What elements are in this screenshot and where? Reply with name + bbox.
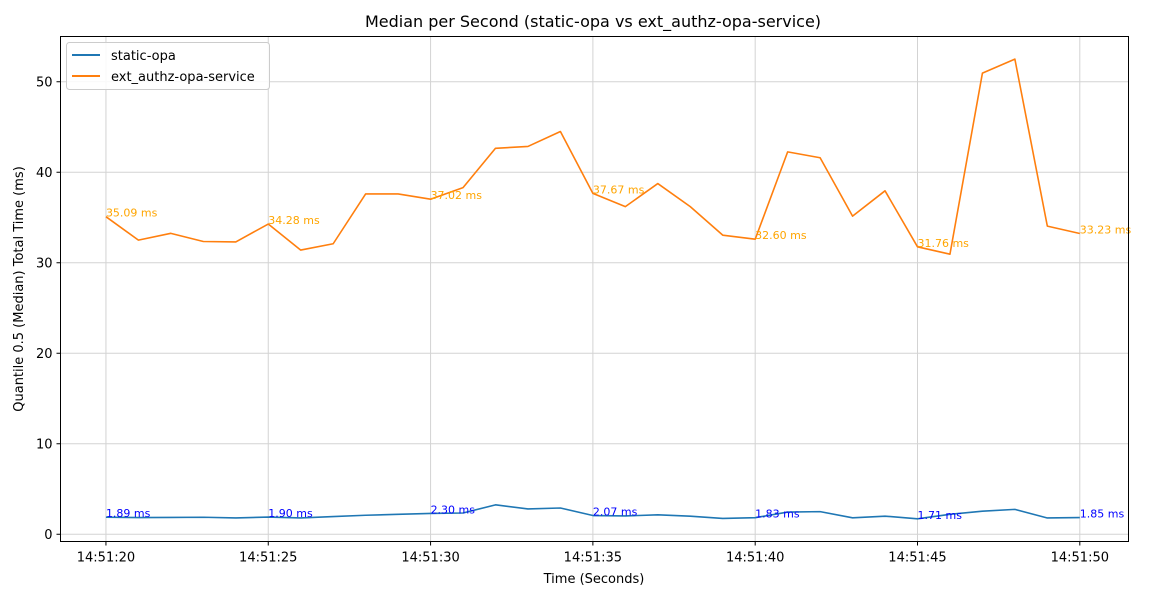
- y-axis-ticks: 0 10 20 30 40 50: [36, 75, 61, 543]
- grid: [60, 36, 1129, 542]
- y-tick-label: 20: [36, 347, 53, 362]
- chart-title: Median per Second (static-opa vs ext_aut…: [365, 12, 821, 32]
- data-label: 1.83 ms: [755, 508, 800, 521]
- y-tick-label: 50: [36, 75, 53, 90]
- x-tick-label: 14:51:20: [77, 551, 135, 566]
- data-label: 35.09 ms: [106, 207, 158, 220]
- plot-series: [105, 58, 1080, 520]
- data-annotations: 1.89 ms 1.90 ms 2.30 ms 2.07 ms 1.83 ms 1.71 …: [106, 183, 1132, 521]
- y-axis-label: Quantile 0.5 (Median) Total Time (ms): [12, 166, 27, 412]
- legend: static-opa ext_authz-opa-service: [66, 42, 270, 90]
- data-label: 31.76 ms: [917, 237, 969, 250]
- data-label: 2.07 ms: [593, 506, 638, 519]
- x-tick-label: 14:51:30: [401, 551, 459, 566]
- x-tick-label: 14:51:50: [1051, 551, 1109, 566]
- x-tick-label: 14:51:35: [564, 551, 622, 566]
- x-axis-label: Time (Seconds): [543, 572, 645, 587]
- y-tick-label: 40: [36, 166, 53, 181]
- data-label: 34.28 ms: [268, 214, 320, 227]
- series-line-ext-authz-opa-service: [105, 58, 1080, 255]
- legend-label-static-opa: static-opa: [111, 49, 176, 64]
- legend-label-ext-authz-opa-service: ext_authz-opa-service: [111, 70, 255, 85]
- x-axis-ticks: 14:51:20 14:51:25 14:51:30 14:51:35 14:51:40…: [77, 541, 1109, 566]
- plot-frame: [60, 36, 1129, 542]
- data-label: 1.85 ms: [1080, 508, 1125, 521]
- data-label: 1.90 ms: [268, 507, 313, 520]
- x-tick-label: 14:51:45: [888, 551, 946, 566]
- data-label: 33.23 ms: [1080, 224, 1132, 237]
- data-label: 32.60 ms: [755, 229, 807, 242]
- data-label: 1.71 ms: [917, 509, 962, 522]
- data-label: 37.02 ms: [431, 189, 483, 202]
- data-label: 2.30 ms: [431, 503, 476, 516]
- x-tick-label: 14:51:25: [239, 551, 297, 566]
- y-tick-label: 10: [36, 437, 53, 452]
- series-line-static-opa: [105, 504, 1080, 520]
- y-tick-label: 30: [36, 256, 53, 271]
- legend-box: [66, 42, 270, 90]
- y-tick-label: 0: [44, 528, 52, 543]
- data-label: 37.67 ms: [593, 183, 645, 196]
- data-label: 1.89 ms: [106, 507, 151, 520]
- x-tick-label: 14:51:40: [726, 551, 784, 566]
